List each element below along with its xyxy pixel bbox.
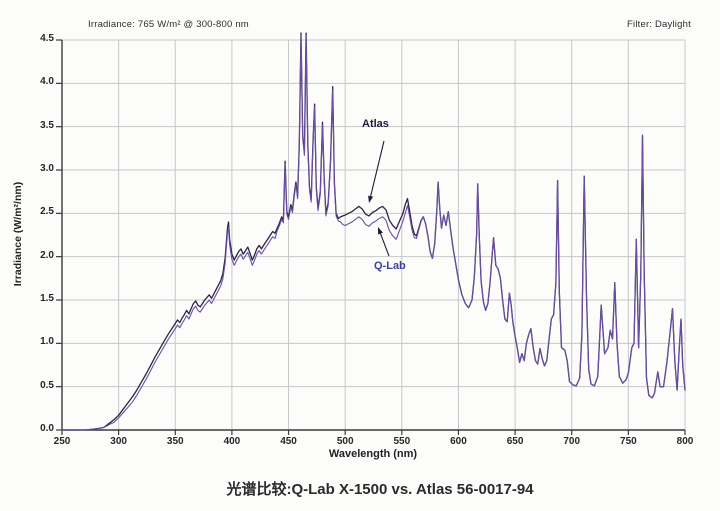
x-tick-label: 450: [280, 436, 297, 447]
y-tick-label: 2.5: [40, 206, 54, 218]
y-tick-label: 0.0: [40, 423, 54, 434]
x-tick-label: 500: [336, 436, 354, 447]
x-tick-label: 350: [166, 436, 184, 447]
irradiance-note: Irradiance: 765 W/m² @ 300-800 nm: [88, 19, 249, 30]
y-axis-title: Irradiance (W/m²/nm): [12, 181, 24, 287]
y-tick-label: 3.0: [40, 163, 54, 174]
x-tick-label: 550: [393, 436, 411, 447]
x-tick-label: 800: [676, 436, 694, 447]
qlab-series-label: Q-Lab: [374, 260, 406, 272]
qlab-arrow-head: [378, 227, 383, 235]
atlas-arrow: [369, 140, 385, 199]
y-tick-label: 4.5: [40, 33, 54, 44]
x-tick-label: 300: [110, 436, 127, 447]
y-tick-label: 2.0: [40, 249, 54, 261]
y-tick-label: 0.5: [40, 379, 54, 391]
x-tick-label: 400: [223, 436, 241, 447]
filter-note: Filter: Daylight: [627, 19, 691, 30]
y-tick-label: 1.0: [40, 336, 54, 348]
series-curve-qlab: [61, 35, 686, 431]
atlas-series-label: Atlas: [362, 118, 389, 130]
spectrum-chart: [56, 32, 686, 435]
y-tick-label: 4.0: [40, 76, 54, 88]
y-tick-label: 1.5: [40, 293, 54, 304]
x-tick-label: 650: [506, 436, 524, 447]
x-tick-label: 750: [620, 436, 637, 447]
qlab-arrow: [379, 231, 390, 257]
figure-caption: 光谱比较:Q-Lab X-1500 vs. Atlas 56-0017-94: [226, 481, 534, 498]
x-tick-label: 700: [563, 436, 581, 447]
x-axis-title: Wavelength (nm): [328, 448, 418, 460]
y-tick-label: 3.5: [40, 119, 54, 131]
x-tick-label: 250: [53, 436, 71, 447]
atlas-arrow-head: [368, 195, 374, 203]
series-curve-atlas: [61, 32, 686, 431]
x-tick-label: 600: [450, 436, 467, 447]
